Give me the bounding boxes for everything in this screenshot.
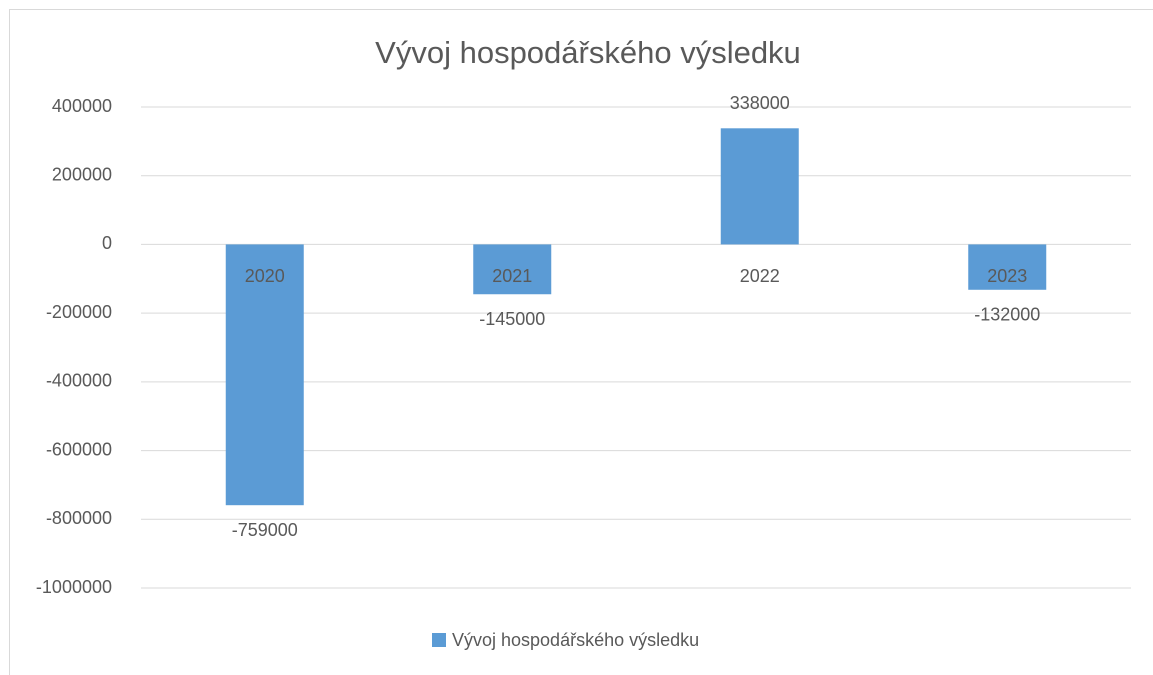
x-tick-label: 2020 bbox=[245, 266, 285, 286]
x-tick-label: 2021 bbox=[492, 266, 532, 286]
data-label: -132000 bbox=[974, 305, 1040, 325]
y-tick-label: 0 bbox=[102, 233, 112, 253]
data-label: 338000 bbox=[730, 93, 790, 113]
y-tick-label: 400000 bbox=[52, 96, 112, 116]
x-tick-label: 2022 bbox=[740, 266, 780, 286]
y-tick-label: 200000 bbox=[52, 164, 112, 184]
y-tick-label: -600000 bbox=[46, 439, 112, 459]
data-label: -759000 bbox=[232, 520, 298, 540]
bar bbox=[720, 128, 799, 245]
data-label: -145000 bbox=[479, 309, 545, 329]
bar bbox=[473, 244, 552, 295]
bar bbox=[225, 244, 304, 506]
bar bbox=[968, 244, 1047, 290]
x-tick-label: 2023 bbox=[987, 266, 1027, 286]
y-tick-label: -1000000 bbox=[36, 577, 112, 597]
legend-label: Vývoj hospodářského výsledku bbox=[452, 630, 699, 650]
y-tick-label: -200000 bbox=[46, 302, 112, 322]
legend-swatch bbox=[432, 633, 446, 647]
chart-title: Vývoj hospodářského výsledku bbox=[375, 35, 801, 70]
chart-frame bbox=[9, 9, 1153, 675]
y-tick-label: -800000 bbox=[46, 508, 112, 528]
y-tick-label: -400000 bbox=[46, 371, 112, 391]
